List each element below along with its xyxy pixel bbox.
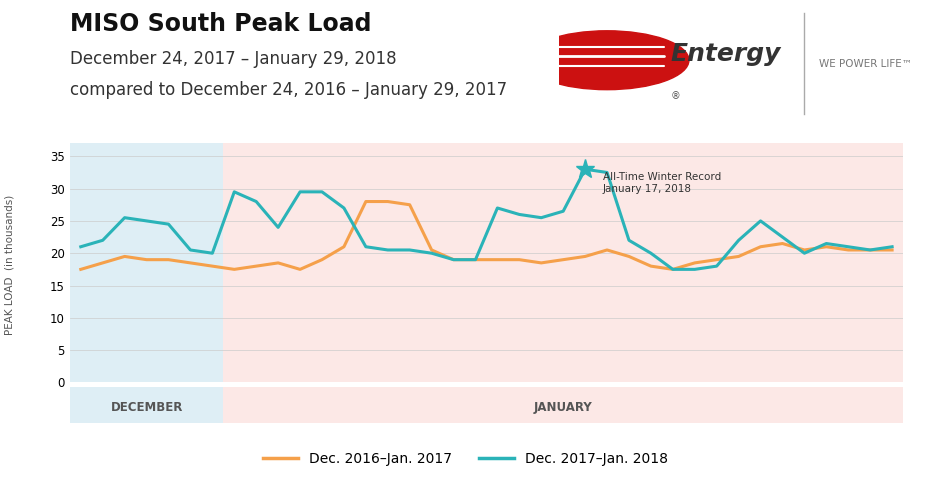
Text: JANUARY: JANUARY <box>533 402 592 414</box>
Circle shape <box>525 31 689 90</box>
Text: PEAK LOAD  (in thousands): PEAK LOAD (in thousands) <box>5 195 15 336</box>
Text: December 24, 2017 – January 29, 2018: December 24, 2017 – January 29, 2018 <box>70 50 397 68</box>
Text: WE POWER LIFE™: WE POWER LIFE™ <box>819 59 912 69</box>
Text: All-Time Winter Record
January 17, 2018: All-Time Winter Record January 17, 2018 <box>602 173 721 194</box>
Text: ®: ® <box>670 91 680 101</box>
Bar <box>223 143 903 382</box>
Bar <box>223 387 903 423</box>
Text: Entergy: Entergy <box>670 42 781 65</box>
Text: DECEMBER: DECEMBER <box>111 402 182 414</box>
Bar <box>70 143 223 382</box>
Text: MISO South Peak Load: MISO South Peak Load <box>70 12 371 36</box>
Bar <box>70 387 223 423</box>
Legend: Dec. 2016–Jan. 2017, Dec. 2017–Jan. 2018: Dec. 2016–Jan. 2017, Dec. 2017–Jan. 2018 <box>257 446 674 471</box>
Text: compared to December 24, 2016 – January 29, 2017: compared to December 24, 2016 – January … <box>70 81 507 99</box>
